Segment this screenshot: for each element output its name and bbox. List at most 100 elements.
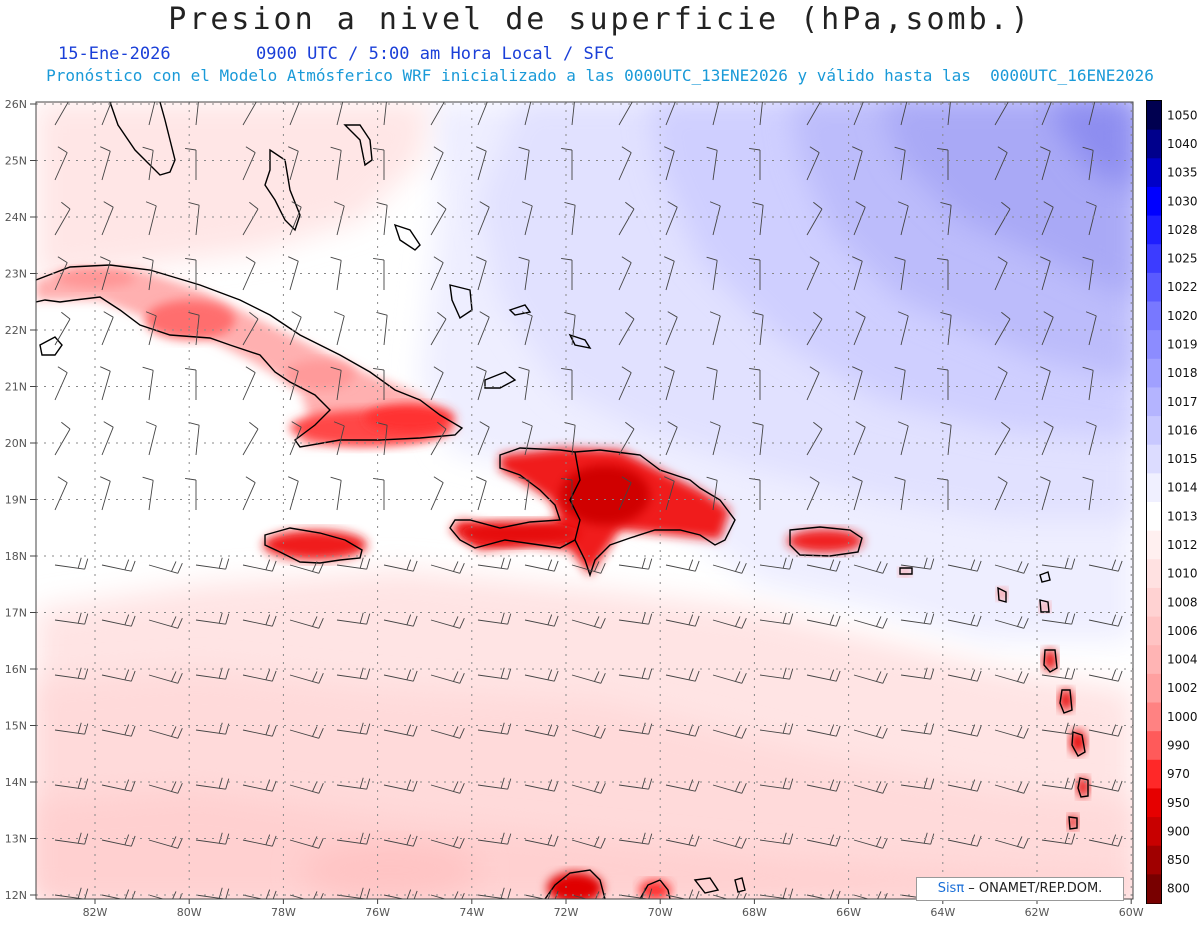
wind-barb [430,102,445,126]
wind-barb [142,256,154,291]
wind-barb [518,476,530,511]
wind-barb [806,669,841,682]
wind-barb [383,834,418,847]
wind-barb [900,667,935,680]
wind-barb [330,366,342,401]
wind-barb [994,256,1008,291]
wind-barb [185,257,197,290]
wind-barb [242,669,277,682]
wind-barb [665,614,700,627]
map-grid [36,102,1133,899]
wind-barb [100,366,111,401]
wind-barb [618,557,653,570]
colorbar-swatch [1147,358,1161,388]
colorbar-swatch [1147,186,1161,217]
colorbar-swatch [1147,587,1161,618]
wind-barb [894,476,906,511]
wind-barb [712,891,747,899]
colorbar-label: 1025 [1167,252,1198,266]
wind-barb [712,561,747,574]
colorbar-label: 990 [1167,738,1190,752]
wind-barb [1041,102,1052,126]
wind-barb [54,832,89,845]
wind-barb [1088,559,1123,572]
wind-barb [336,667,371,680]
wind-barb [100,476,111,511]
wind-barb [333,201,345,236]
wind-barb [333,421,345,456]
wind-barb [383,889,418,899]
colorbar-label: 1012 [1167,538,1198,552]
wind-barb [289,671,324,684]
wind-barb [524,102,532,126]
wind-barb [852,476,863,511]
longitude-label: 78W [271,906,296,919]
wind-barb [759,667,794,680]
wind-barb [853,561,888,574]
wind-barb [937,147,949,180]
wind-barb [142,366,154,401]
wind-barb [242,146,256,181]
wind-barb [749,367,761,400]
wind-barb [1082,146,1094,181]
colorbar-swatch [1147,387,1161,417]
latitude-label: 24N [5,211,27,224]
wind-barb [853,311,866,346]
wind-barb [618,612,653,625]
wind-barb [476,146,487,181]
wind-barb [101,201,114,236]
wind-barb [376,312,388,346]
colorbar-label: 1006 [1167,624,1198,638]
colorbar-label: 1013 [1167,509,1198,523]
wind-barb [1082,476,1094,511]
wind-barb [759,832,794,845]
wind-barb [148,102,156,126]
latitude-label: 16N [5,663,27,676]
wind-barb [101,889,136,899]
wind-barb [947,669,982,682]
latitude-label: 21N [5,381,27,394]
wind-barb [759,557,794,570]
wind-barb [1041,421,1054,456]
wind-barb [1040,256,1051,291]
wind-barb [806,559,841,572]
latitude-label: 22N [5,324,27,337]
wind-barb [383,559,418,572]
wind-barb [806,102,821,126]
wind-barb [1088,614,1123,627]
wind-barb [195,887,230,899]
wind-barb [665,889,700,899]
wind-barb [524,559,559,572]
wind-barb [994,421,1011,456]
wind-barb [900,102,908,126]
wind-barb [373,147,385,180]
wind-barb [749,257,761,290]
wind-barb [289,102,300,126]
wind-barb [54,476,68,511]
wind-barb [759,722,794,735]
wind-barb [1088,724,1123,737]
wind-barb [430,421,447,456]
wind-barb [806,256,820,291]
wind-barb [383,724,418,737]
wind-barb [288,256,299,291]
wind-barb [853,421,866,456]
wind-barb [242,614,277,627]
wind-barb [618,146,632,181]
wind-barb [54,777,89,790]
wind-barb [994,671,1029,684]
wind-barb [900,612,935,625]
wind-barb [618,311,635,346]
wind-barb [853,616,888,629]
wind-barb [1041,832,1076,845]
forecast-time-info: 0900 UTC / 5:00 am Hora Local / SFC [256,44,615,64]
wind-barb [897,311,909,346]
longitude-label: 76W [365,906,390,919]
latitude-label: 26N [5,98,27,111]
longitude-label: 68W [742,906,767,919]
wind-barb [571,726,606,739]
wind-barb [242,366,256,401]
wind-barb [852,366,863,401]
wind-barb [806,421,823,456]
wind-barb [752,202,764,236]
